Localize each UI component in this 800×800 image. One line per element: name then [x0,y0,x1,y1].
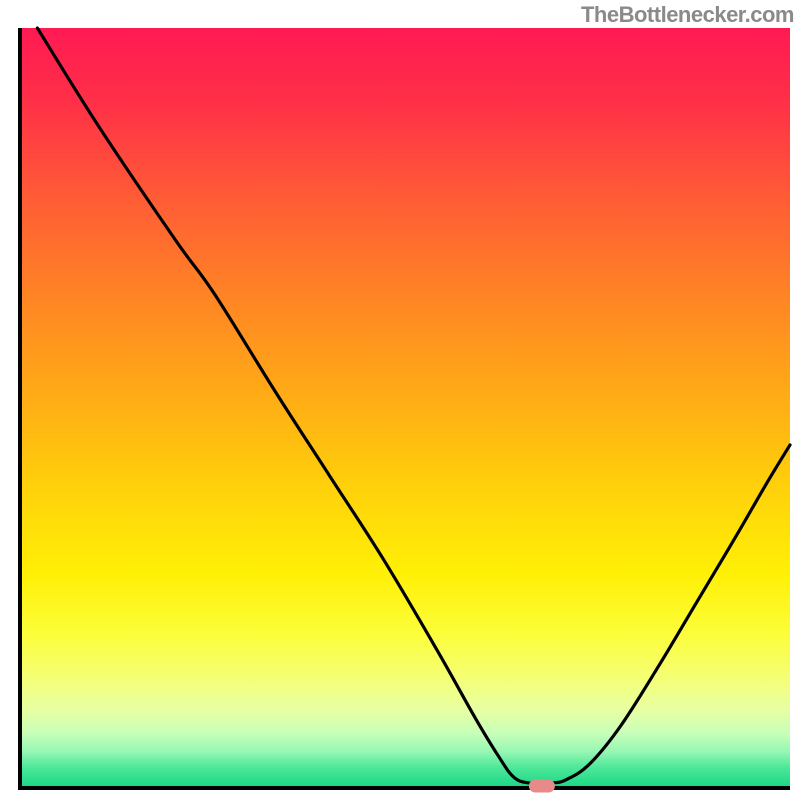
curve-svg [22,28,790,786]
plot-area [18,28,790,790]
chart-container: { "watermark": { "text": "TheBottlenecke… [0,0,800,800]
optimum-marker [528,780,554,793]
curve-path [37,28,790,784]
watermark-text: TheBottlenecker.com [581,2,794,28]
